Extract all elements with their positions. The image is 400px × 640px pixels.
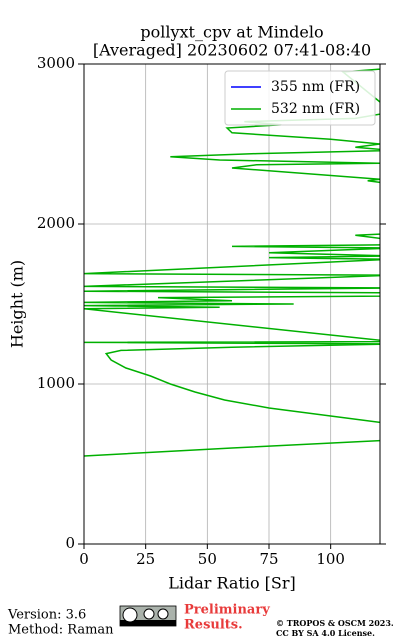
- chart-title: pollyxt_cpv at Mindelo: [140, 23, 323, 42]
- version: Version: 3.6: [7, 608, 86, 623]
- legend: 355 nm (FR) 532 nm (FR): [224, 70, 376, 126]
- preliminary: Results.: [184, 618, 243, 633]
- y-tick-label: 3000: [37, 54, 75, 72]
- legend-label: 532 nm (FR): [271, 101, 360, 117]
- legend-label: 355 nm (FR): [271, 79, 360, 95]
- y-tick-label: 2000: [37, 214, 75, 232]
- x-tick-label: 25: [136, 550, 155, 568]
- x-tick-label: 0: [79, 550, 89, 568]
- y-tick-label: 1000: [37, 374, 75, 392]
- plot-frame: [83, 63, 381, 545]
- y-tick-label: 0: [65, 534, 75, 552]
- preliminary: Preliminary: [184, 603, 270, 618]
- x-axis-label: Lidar Ratio [Sr]: [168, 574, 296, 593]
- x-tick-label: 100: [316, 550, 345, 568]
- y-axis-label: Height (m): [8, 260, 27, 348]
- x-tick-label: 50: [198, 550, 217, 568]
- copyright: © TROPOS & OSCM 2023.: [276, 618, 394, 628]
- chart-subtitle: [Averaged] 20230602 07:41-08:40: [93, 41, 371, 60]
- profile-line: [84, 68, 380, 457]
- method: Method: Raman: [8, 623, 114, 638]
- cc-badge: [119, 605, 177, 627]
- legend-box: [224, 70, 376, 126]
- copyright: CC BY SA 4.0 License.: [276, 628, 375, 638]
- plot-area: [83, 63, 380, 545]
- x-tick-label: 75: [259, 550, 278, 568]
